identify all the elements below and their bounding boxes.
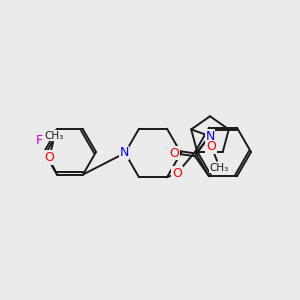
Text: O: O [169, 147, 179, 160]
Text: F: F [35, 134, 43, 147]
Text: N: N [205, 130, 215, 143]
Text: CH₃: CH₃ [44, 130, 64, 140]
Text: O: O [172, 167, 182, 180]
Text: O: O [206, 140, 216, 153]
Text: N: N [119, 146, 129, 160]
Text: CH₃: CH₃ [209, 163, 229, 173]
Text: O: O [44, 151, 54, 164]
